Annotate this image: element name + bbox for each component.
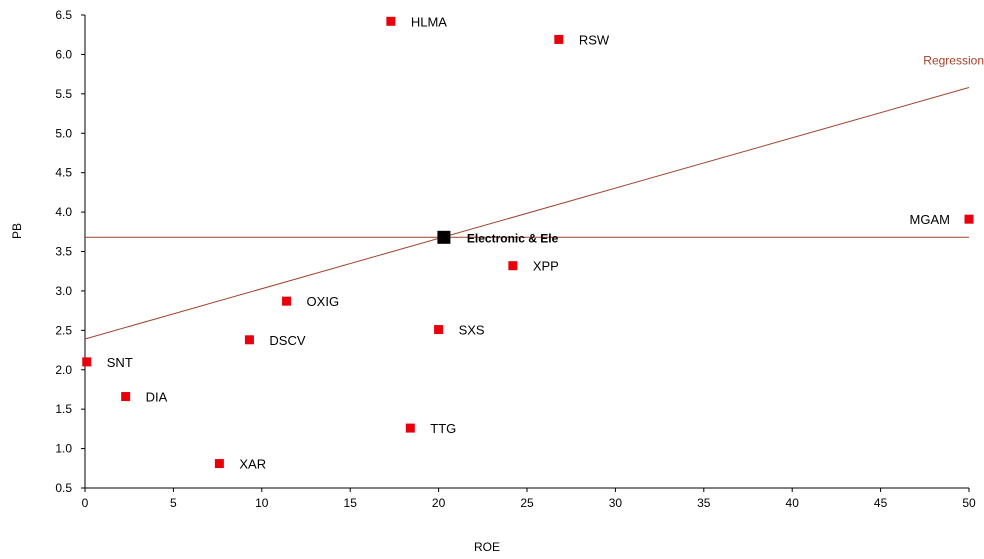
x-tick-label: 20 xyxy=(432,496,446,510)
data-point-dscv xyxy=(244,335,254,345)
x-tick-label: 50 xyxy=(962,496,976,510)
y-tick-label: 4.5 xyxy=(55,166,72,180)
data-point-dia xyxy=(121,392,131,402)
point-label-snt: SNT xyxy=(107,355,133,370)
data-point-snt xyxy=(82,357,92,367)
point-label-sxs: SXS xyxy=(459,323,485,338)
x-tick-label: 35 xyxy=(697,496,711,510)
point-label-ttg: TTG xyxy=(430,421,456,436)
chart-axes xyxy=(81,14,970,492)
y-axis-title: PB xyxy=(10,223,24,239)
y-tick-label: 0.5 xyxy=(55,481,72,495)
x-tick-label: 45 xyxy=(874,496,888,510)
point-label-dia: DIA xyxy=(146,390,168,405)
y-tick-label: 2.0 xyxy=(55,363,72,377)
y-tick-label: 2.5 xyxy=(55,323,72,337)
point-label-dscv: DSCV xyxy=(269,333,305,348)
x-tick-label: 5 xyxy=(170,496,177,510)
data-point-sxs xyxy=(434,325,444,335)
y-tick-label: 5.5 xyxy=(55,87,72,101)
x-tick-label: 40 xyxy=(786,496,800,510)
data-points: HLMA RSW MGAM XPP OXIG SXS DSCV SNT DIA TTG XAR Ele… xyxy=(82,14,974,472)
point-label-xpp: XPP xyxy=(533,259,559,274)
point-label-xar: XAR xyxy=(239,457,266,472)
regression-label: Regression xyxy=(923,54,984,68)
x-tick-label: 30 xyxy=(609,496,623,510)
data-point-ttg xyxy=(405,423,415,433)
point-label-oxig: OXIG xyxy=(307,294,340,309)
sector-point xyxy=(437,230,451,244)
y-tick-label: 1.5 xyxy=(55,402,72,416)
point-label-mgam: MGAM xyxy=(910,212,950,227)
data-point-mgam xyxy=(964,214,974,224)
y-tick-label: 5.0 xyxy=(55,126,72,140)
y-tick-label: 4.0 xyxy=(55,205,72,219)
chart-lines: Regression xyxy=(84,54,984,340)
y-tick-label: 3.5 xyxy=(55,245,72,259)
y-tick-label: 3.0 xyxy=(55,284,72,298)
tick-labels: 0 5 10 15 20 25 30 35 40 45 50 0.5 1.0 1.5 2.0 2.5 3.0 3.… xyxy=(55,8,976,510)
data-point-xpp xyxy=(508,261,518,271)
point-label-hlma: HLMA xyxy=(411,14,447,29)
y-tick-label: 1.0 xyxy=(55,442,72,456)
x-tick-label: 25 xyxy=(520,496,534,510)
data-point-rsw xyxy=(554,34,564,44)
point-label-rsw: RSW xyxy=(579,32,610,47)
data-point-oxig xyxy=(282,296,292,306)
x-tick-label: 10 xyxy=(255,496,269,510)
data-point-hlma xyxy=(386,16,396,26)
x-tick-label: 15 xyxy=(344,496,358,510)
data-point-xar xyxy=(214,459,224,469)
x-axis-title: ROE xyxy=(474,540,500,554)
sector-point-label: Electronic & Ele xyxy=(467,231,559,245)
y-tick-label: 6.5 xyxy=(55,8,72,22)
regression-line xyxy=(84,87,970,340)
y-tick-label: 6.0 xyxy=(55,47,72,61)
x-tick-label: 0 xyxy=(82,496,89,510)
